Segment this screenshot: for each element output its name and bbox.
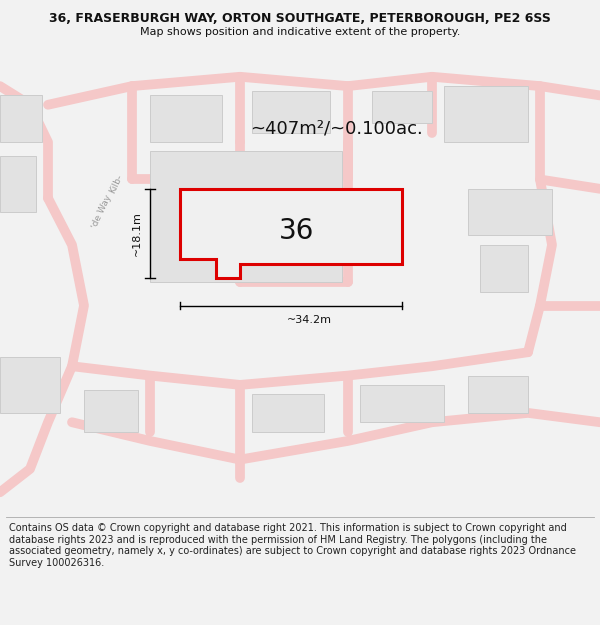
Text: ~34.2m: ~34.2m	[287, 314, 331, 324]
Bar	[150, 151, 342, 282]
Text: 36, FRASERBURGH WAY, ORTON SOUTHGATE, PETERBOROUGH, PE2 6SS: 36, FRASERBURGH WAY, ORTON SOUTHGATE, PE…	[49, 12, 551, 25]
Bar	[252, 91, 330, 132]
Bar	[480, 245, 528, 291]
Bar	[0, 156, 36, 212]
Text: Map shows position and indicative extent of the property.: Map shows position and indicative extent…	[140, 26, 460, 36]
Bar	[468, 376, 528, 413]
Bar	[444, 86, 528, 142]
Bar	[150, 96, 222, 142]
Text: ~18.1m: ~18.1m	[132, 211, 142, 256]
Bar	[0, 357, 60, 413]
Bar	[0, 96, 42, 142]
Text: Contains OS data © Crown copyright and database right 2021. This information is : Contains OS data © Crown copyright and d…	[9, 523, 576, 568]
Text: 36: 36	[280, 217, 314, 245]
Text: ʼde Way: ʼde Way	[90, 194, 113, 231]
Bar	[360, 385, 444, 423]
Bar	[252, 394, 324, 432]
Text: Kilb-: Kilb-	[108, 173, 125, 195]
Polygon shape	[180, 189, 402, 278]
Text: ~407m²/~0.100ac.: ~407m²/~0.100ac.	[250, 119, 422, 137]
Bar	[468, 189, 552, 236]
Bar	[372, 91, 432, 124]
Bar	[84, 389, 138, 432]
